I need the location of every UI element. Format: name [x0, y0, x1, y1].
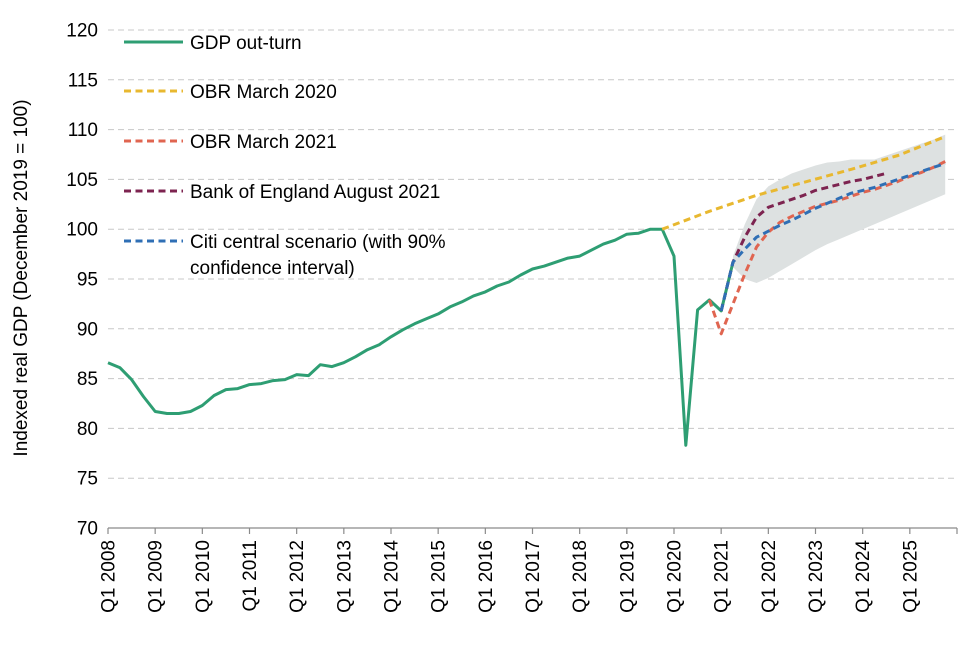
series-line-bank-of-england-august-2021: [719, 171, 887, 312]
y-tick-label: 90: [77, 319, 98, 340]
legend-item-4: Bank of England August 2021: [124, 182, 440, 203]
x-tick-label: Q1 2017: [523, 540, 544, 613]
y-tick-label: 100: [66, 220, 98, 241]
gridlines: [108, 29, 957, 479]
y-tick-label: 80: [77, 419, 98, 440]
legend-label: OBR March 2020: [190, 82, 337, 103]
x-tick-label: Q1 2022: [759, 540, 780, 613]
legend-item-3: OBR March 2021: [124, 132, 337, 153]
legend-item-5: Citi central scenario (with 90% confidenc…: [124, 232, 446, 279]
y-tick-label: 110: [68, 120, 98, 141]
x-tick-label: Q1 2021: [712, 540, 733, 613]
axes: 70 75 80 85 90 95 100 105 110 115 120 Q1 2008 Q1 200…: [66, 21, 958, 613]
y-tick-label: 115: [68, 70, 98, 91]
legend-label: confidence interval): [190, 258, 355, 279]
x-tick-label: Q1 2014: [382, 540, 403, 613]
series-line-citi-central-scenario-with-90-confidence-interval: [719, 162, 946, 312]
y-tick-label: 85: [77, 369, 98, 390]
legend-label: Citi central scenario (with 90%: [190, 232, 446, 253]
x-tick-label: Q1 2016: [476, 540, 497, 613]
x-tick-label: Q1 2015: [429, 540, 450, 613]
x-tick-label: Q1 2019: [617, 540, 638, 613]
y-tick-label: 70: [77, 519, 98, 540]
x-tick-label: Q1 2020: [665, 540, 686, 613]
x-tick-label: Q1 2018: [570, 540, 591, 613]
x-tick-label: Q1 2010: [193, 540, 214, 613]
y-axis-label: Indexed real GDP (December 2019 = 100): [11, 99, 32, 456]
x-tick-label: Q1 2025: [900, 540, 921, 613]
legend-label: Bank of England August 2021: [190, 182, 440, 203]
series-line-gdp-out-turn: [107, 227, 735, 447]
series-line-obr-march-2020: [661, 135, 946, 231]
x-tick-label: Q1 2013: [334, 540, 355, 613]
x-tick-label: Q1 2024: [853, 540, 874, 613]
x-tick-label: Q1 2008: [99, 540, 120, 613]
y-tick-label: 95: [77, 270, 98, 291]
y-tick-label: 75: [77, 469, 98, 490]
legend-label: GDP out-turn: [190, 33, 302, 54]
series-line-obr-march-2021: [707, 160, 946, 336]
x-tick-label: Q1 2011: [240, 540, 261, 611]
confidence-interval-band: [733, 134, 946, 283]
x-tick-label: Q1 2012: [287, 540, 308, 613]
legend: GDP out-turn OBR March 2020 OBR March 2021…: [124, 33, 446, 279]
confidence-band-layer: [733, 134, 946, 283]
x-tick-label: Q1 2023: [806, 540, 827, 613]
legend-item-1: GDP out-turn: [124, 33, 302, 54]
y-tick-label: 105: [66, 170, 98, 191]
x-tick-label: Q1 2009: [146, 540, 167, 613]
y-tick-label: 120: [66, 21, 98, 42]
legend-label: OBR March 2021: [190, 132, 337, 153]
legend-item-2: OBR March 2020: [124, 82, 337, 103]
series-layer: [107, 135, 946, 447]
